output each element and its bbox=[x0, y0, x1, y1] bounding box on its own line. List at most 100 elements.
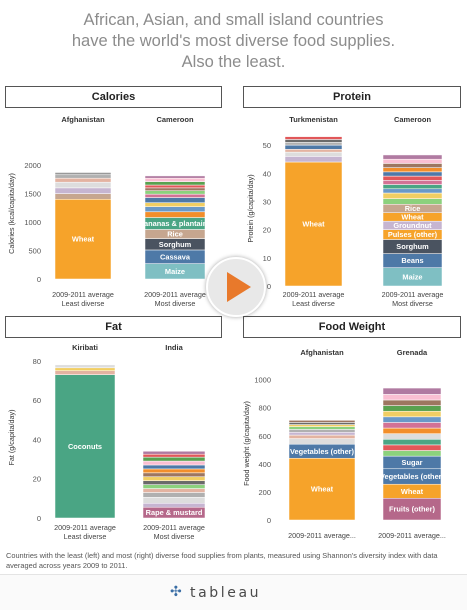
y-axis-label: Calories (kcal/capita/day) bbox=[7, 173, 16, 254]
x-axis-label: 2009-2011 average bbox=[283, 290, 345, 299]
tableau-wordmark: tableau bbox=[190, 585, 262, 601]
x-axis-label: Least diverse bbox=[64, 532, 107, 541]
category-label: Grenada bbox=[397, 348, 428, 357]
y-tick-label: 40 bbox=[33, 435, 41, 444]
x-axis-label: 2009-2011 average... bbox=[378, 531, 446, 540]
bar-segment bbox=[382, 180, 443, 185]
headline-line-3: Also the least. bbox=[181, 53, 286, 71]
bar-segment bbox=[288, 422, 356, 425]
segment-label: Groundnut bbox=[393, 221, 432, 230]
segment-label: Maize bbox=[402, 272, 422, 281]
x-axis-label: Most diverse bbox=[155, 299, 196, 308]
bar-segment bbox=[382, 171, 443, 177]
bar-segment bbox=[382, 416, 442, 423]
bar-segment bbox=[382, 184, 443, 190]
bar-segment bbox=[288, 438, 356, 445]
bar-segment bbox=[144, 181, 206, 186]
bar-segment bbox=[284, 149, 343, 153]
bar-segment bbox=[142, 492, 206, 498]
fat-panel-title: Fat bbox=[5, 316, 222, 338]
y-tick-label: 1500 bbox=[24, 190, 41, 199]
bar-segment bbox=[284, 161, 343, 287]
bar-segment bbox=[144, 197, 206, 203]
category-label: Afghanistan bbox=[61, 115, 105, 124]
bar-segment bbox=[54, 172, 112, 176]
bar-segment bbox=[382, 387, 442, 395]
bar-segment bbox=[382, 188, 443, 194]
y-tick-label: 1000 bbox=[24, 218, 41, 227]
segment-label: Coconuts bbox=[68, 442, 102, 451]
bar-segment bbox=[142, 468, 206, 474]
bar-segment bbox=[288, 424, 356, 427]
y-tick-label: 0 bbox=[37, 275, 41, 284]
segment-label: Rape & mustard bbox=[146, 508, 203, 517]
bar-segment bbox=[382, 444, 442, 451]
bar-segment bbox=[382, 422, 442, 429]
y-axis-label: Protein (g/capita/day) bbox=[246, 174, 255, 242]
segment-label: Wheat bbox=[401, 487, 424, 496]
bar-segment bbox=[142, 480, 206, 485]
bar-segment bbox=[382, 198, 443, 205]
y-tick-label: 0 bbox=[267, 516, 271, 525]
segment-label: Vegetables (other) bbox=[290, 447, 355, 456]
category-label: Afghanistan bbox=[300, 348, 344, 357]
y-axis-label: Food weight (g/capita/day) bbox=[242, 401, 251, 486]
tableau-footer: ✣ tableau bbox=[0, 574, 467, 610]
segment-label: Pulses (other) bbox=[388, 230, 438, 239]
bar-segment bbox=[144, 206, 206, 213]
bar-segment bbox=[382, 439, 442, 446]
y-tick-label: 600 bbox=[258, 432, 271, 441]
bar-segment bbox=[382, 433, 442, 440]
bar-segment bbox=[54, 374, 116, 519]
bar-segment bbox=[382, 158, 443, 164]
tableau-logo[interactable]: ✣ tableau bbox=[170, 584, 262, 601]
bar-segment bbox=[284, 142, 343, 146]
segment-label: Wheat bbox=[311, 485, 334, 494]
y-axis-label: Fat (g/capita/day) bbox=[7, 410, 16, 466]
bar-segment bbox=[382, 154, 443, 160]
charts-canvas: 0 500 1000 1500 20 0 0 Calories (kcal/capita/da… bbox=[7, 115, 446, 541]
bar-segment bbox=[288, 426, 356, 430]
x-axis-label: Most diverse bbox=[154, 532, 195, 541]
y-tick-label: 500 bbox=[28, 247, 41, 256]
food-weight-panel-title: Food Weight bbox=[243, 316, 461, 338]
bar-segment bbox=[142, 484, 206, 489]
bar-segment bbox=[382, 167, 443, 173]
y-tick-label: 80 bbox=[33, 357, 41, 366]
x-axis-label: Most diverse bbox=[392, 299, 433, 308]
bar-segment bbox=[142, 456, 206, 462]
bar-segment bbox=[142, 472, 206, 478]
bar-segment bbox=[284, 139, 343, 143]
category-label: India bbox=[165, 343, 183, 352]
y-tick-label: 20 bbox=[263, 226, 271, 235]
segment-label: Rice bbox=[167, 230, 183, 239]
y-tick-label: 800 bbox=[258, 404, 271, 413]
bar-segment bbox=[142, 488, 206, 493]
footnote: Countries with the least (left) and most… bbox=[6, 551, 438, 570]
segment-label: Fruits (other) bbox=[389, 505, 436, 514]
y-tick-label: 1000 bbox=[254, 376, 271, 385]
bar-segment bbox=[284, 151, 343, 157]
bar-segment bbox=[144, 187, 206, 191]
y-tick-label: 400 bbox=[258, 460, 271, 469]
play-icon bbox=[227, 272, 251, 302]
bar-segment bbox=[144, 211, 206, 218]
y-tick-label: 20 bbox=[33, 475, 41, 484]
bar-segment bbox=[54, 187, 112, 194]
segment-label: Wheat bbox=[72, 235, 95, 244]
bar-segment bbox=[382, 163, 443, 168]
y-tick-label: 0 bbox=[37, 514, 41, 523]
category-label: Cameroon bbox=[394, 115, 432, 124]
y-tick-label: 40 bbox=[263, 169, 271, 178]
segment-label: Vegetables (other) bbox=[380, 472, 445, 481]
bar-segment bbox=[144, 202, 206, 207]
x-axis-label: 2009-2011 average... bbox=[288, 531, 356, 540]
play-button[interactable] bbox=[206, 257, 266, 317]
bar-segment bbox=[382, 394, 442, 401]
bar-segment bbox=[382, 175, 443, 181]
y-tick-label: 60 bbox=[33, 396, 41, 405]
segment-label: Sorghum bbox=[159, 240, 192, 249]
segment-label: Sugar bbox=[402, 458, 423, 467]
category-label: Kiribati bbox=[72, 343, 98, 352]
x-axis-label: 2009-2011 average bbox=[382, 290, 444, 299]
